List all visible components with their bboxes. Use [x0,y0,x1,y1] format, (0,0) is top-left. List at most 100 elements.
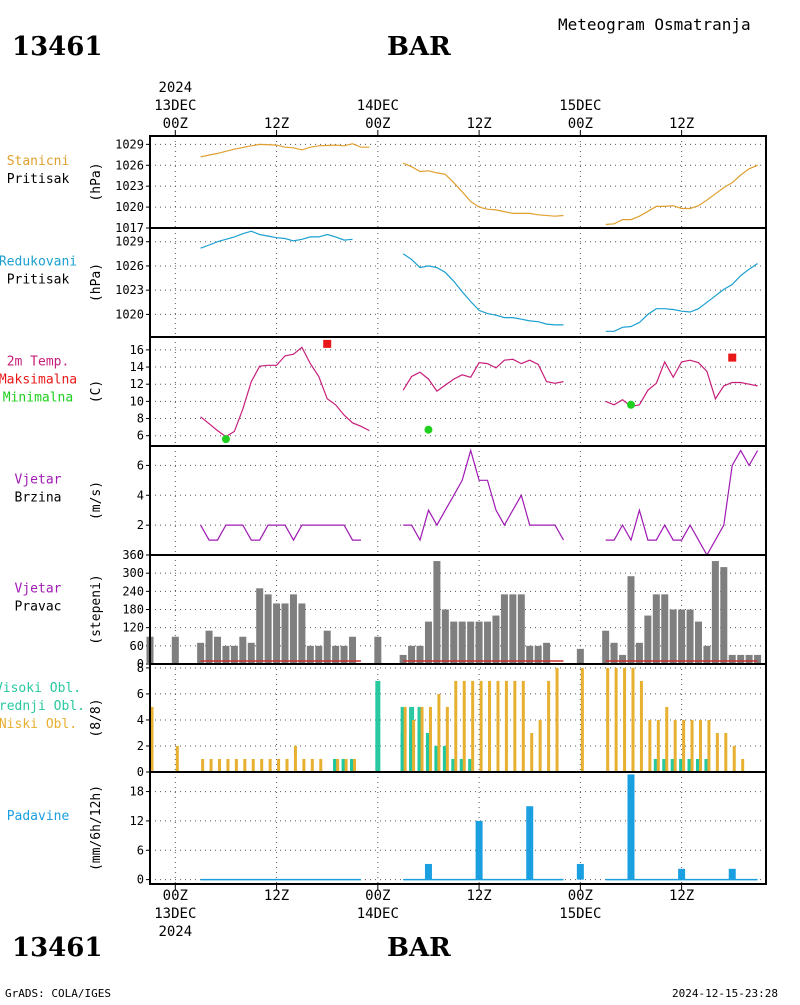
wind-dir-bar [441,609,449,664]
station-id-top: 13461 [12,32,102,62]
panel-label: Brzina [15,491,62,506]
wind-dir-bar [703,645,711,664]
cloud-bar [285,758,289,772]
max-temp-marker [323,339,332,348]
wind-dir-bar [467,621,475,664]
wind-dir-bar [526,645,534,664]
y-tick-label: 18 [130,785,144,799]
cloud-bar [333,758,339,772]
cloud-bar [715,732,719,772]
bottom-year-label: 2024 [158,924,192,940]
precip-bar [728,868,736,880]
y-tick-label: 4 [137,488,144,502]
cloud-bar [341,758,347,772]
wind-dir-bar [754,654,762,664]
panel-5: 0 60 120 180 240 300 360 (stepeni) Vjetar Pravac [15,548,767,671]
cloud-bar [319,758,323,772]
series-line [402,358,564,392]
cloud-bar [175,745,179,772]
cloud-bar [420,706,424,772]
bottom-time-tick-label: 00Z [568,888,593,904]
top-year-label: 2024 [158,80,192,96]
panel-6: 0 2 4 6 8 (8/8) Visoki Obl. Srednji Obl. Niski O… [0,661,767,779]
plots-group: 10171020102310261029(hPa)StanicniPritisa… [0,80,767,940]
series-line [200,143,370,158]
cloud-bar [670,758,676,772]
y-tick-label: 0 [137,873,144,887]
y-tick-label: 1029 [115,235,144,249]
wind-dir-bar [450,621,458,664]
wind-dir-bar [214,636,222,664]
y-tick-label: 6 [137,843,144,857]
wind-dir-bar [424,621,432,664]
cloud-bar [459,758,465,772]
cloud-bar [150,706,154,772]
cloud-bar [201,758,205,772]
precip-bar [678,868,686,880]
cloud-bar [695,758,701,772]
cloud-bar [513,680,517,772]
wind-dir-bar [711,561,719,664]
wind-dir-bar [349,636,357,664]
y-axis-label: (hPa) [89,263,104,302]
panel-label: Stanicni [7,154,70,169]
wind-dir-bar [475,621,483,664]
y-tick-label: 8 [137,412,144,426]
precip-bar [526,806,534,880]
y-tick-label: 12 [130,377,144,391]
panel-label: Vjetar [15,473,62,488]
y-tick-label: 0 [137,548,144,562]
y-axis-label: (m/s) [89,481,104,520]
wind-dir-bar [256,588,264,664]
cloud-bar [412,719,416,772]
station-name-bottom: BAR [387,933,451,963]
cloud-bar [409,732,415,772]
wind-dir-bar [745,654,753,664]
wind-dir-bar [694,621,702,664]
wind-dir-bar [408,645,416,664]
wind-dir-bar [610,642,618,664]
wind-dir-bar [543,642,551,664]
y-axis-label: (stepeni) [89,574,104,644]
panel-label: Maksimalna [0,373,77,388]
y-tick-label: 120 [122,621,144,635]
cloud-bar [251,758,255,772]
top-date-label: 13DEC [154,98,196,114]
wind-dir-bar [332,645,340,664]
cloud-bar [580,667,584,772]
min-temp-marker [424,425,433,434]
wind-dir-bar [500,594,508,664]
bottom-time-tick-label: 12Z [669,888,694,904]
cloud-bar [662,758,668,772]
wind-dir-bar [627,576,635,664]
wind-dir-bar [306,645,314,664]
panel-label: Srednji Obl. [0,699,85,714]
cloud-bar [310,758,314,772]
top-time-tick-label: 12Z [669,116,694,132]
y-tick-label: 360 [122,548,144,562]
top-time-tick-label: 12Z [264,116,289,132]
panel-frame [149,336,767,447]
wind-dir-bar [484,621,492,664]
cloud-bar [218,758,222,772]
wind-dir-bar [619,654,627,664]
wind-dir-bar [273,603,281,664]
y-tick-label: 1026 [115,259,144,273]
series-line [605,164,758,226]
cloud-bar [442,745,448,772]
y-tick-label: 1029 [115,137,144,151]
y-tick-label: 180 [122,603,144,617]
cloud-bar [260,758,264,772]
cloud-bar [226,758,230,772]
y-axis-label: (mm/6h/12h) [89,785,104,871]
cloud-bar [277,758,281,772]
wind-dir-bar [661,594,669,664]
y-axis-label: (8/8) [89,698,104,737]
y-tick-label: 14 [130,360,144,374]
panel-label: Pritisak [7,273,70,288]
wind-dir-bar [197,642,205,664]
panel-1: 1017 1020 1023 1026 1029 (hPa) Stanicni Pritisa… [7,135,767,235]
wind-dir-bar [517,594,525,664]
top-time-tick-label: 00Z [365,116,390,132]
